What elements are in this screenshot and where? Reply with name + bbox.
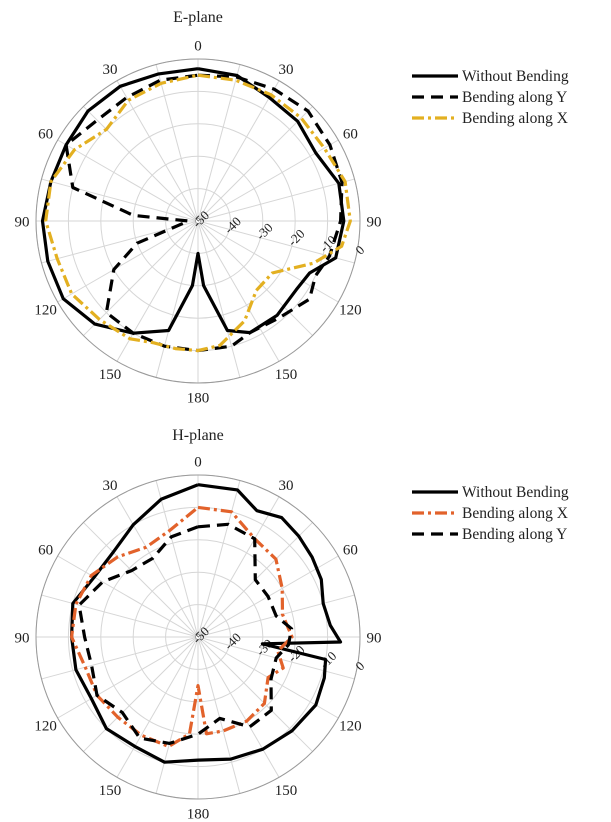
grid-spoke (197, 139, 339, 222)
angle-tick-label: 120 (339, 719, 362, 735)
series-group (70, 483, 343, 764)
angle-tick-label: 150 (275, 783, 298, 799)
grid-spoke (197, 106, 313, 222)
angle-tick-label: 0 (194, 39, 202, 55)
angle-tick-label: 180 (187, 807, 210, 822)
radial-tick-label: 0 (352, 242, 367, 257)
grid-spoke (57, 139, 199, 222)
angle-tick-label: 30 (279, 478, 294, 494)
angle-tick-label: 150 (99, 367, 122, 383)
grid-spoke (116, 496, 199, 638)
grid-spoke (57, 636, 199, 719)
legend-label: Bending along X (462, 110, 568, 127)
angle-tick-label: 60 (343, 543, 358, 559)
angle-tick-label: 180 (187, 391, 210, 407)
grid-spoke (41, 178, 199, 222)
grid-spoke (83, 220, 199, 336)
angle-tick-label: 120 (339, 303, 362, 319)
grid-spoke (197, 636, 280, 778)
legend-label: Bending along Y (462, 89, 567, 106)
grid-spoke (155, 480, 199, 638)
grid-spoke (57, 220, 199, 303)
grid-spoke (116, 80, 199, 222)
series-line-2 (44, 73, 352, 353)
angle-tick-label: 90 (367, 215, 382, 231)
radial-tick-label: -40 (221, 630, 244, 653)
center-point (195, 218, 201, 224)
legend: Without Bending Bending along X Bending al… (412, 484, 569, 543)
angle-tick-label: 90 (367, 631, 382, 647)
grid-spoke (197, 64, 241, 222)
angle-tick-label: 30 (103, 478, 118, 494)
series-line-0 (70, 483, 343, 764)
outer-ring (35, 474, 361, 800)
grid-spoke (197, 80, 280, 222)
series-line-2 (77, 522, 294, 745)
grid-spoke (197, 220, 280, 362)
radial-tick-label: -30 (253, 220, 276, 243)
angle-tick-label: 30 (103, 62, 118, 78)
angle-tick-label: 60 (343, 127, 358, 143)
grid-spoke (83, 106, 199, 222)
angle-tick-label: 120 (34, 303, 57, 319)
grid-spoke (197, 220, 339, 303)
series-line-0 (40, 67, 346, 335)
legend-label: Bending along Y (462, 526, 567, 543)
grid-spoke (116, 636, 199, 778)
legend: Without Bending Bending along Y Bending al… (412, 68, 569, 127)
grid-spoke (197, 480, 241, 638)
grid-spoke (41, 636, 199, 680)
grid-spoke (155, 636, 199, 794)
angle-tick-label: 0 (194, 455, 202, 471)
grid-spoke (197, 636, 313, 752)
grid-spoke (83, 636, 199, 752)
grid-spoke (41, 594, 199, 638)
angle-tick-label: 90 (15, 631, 30, 647)
legend-label: Bending along X (462, 505, 568, 522)
grid-spoke (155, 220, 199, 378)
angle-tick-label: 60 (38, 543, 53, 559)
grid-spoke (155, 64, 199, 222)
grid-spoke (197, 220, 241, 378)
angle-tick-label: 90 (15, 215, 30, 231)
grid-spoke (197, 178, 355, 222)
radial-tick-label: -40 (221, 214, 244, 237)
outer-ring (35, 58, 361, 384)
angle-tick-label: 60 (38, 127, 53, 143)
grid-spoke (116, 220, 199, 362)
grid-spoke (197, 220, 313, 336)
grid-spoke (197, 636, 241, 794)
grid-spoke (197, 496, 280, 638)
grid-spoke (57, 555, 199, 638)
angle-tick-label: 120 (34, 719, 57, 735)
angle-tick-label: 150 (99, 783, 122, 799)
radial-tick-label: 0 (352, 658, 367, 673)
chart-title: H-plane (172, 427, 224, 444)
series-group (40, 67, 352, 353)
legend-label: Without Bending (462, 68, 569, 85)
angle-tick-label: 30 (279, 62, 294, 78)
angle-tick-label: 150 (275, 367, 298, 383)
series-line-1 (70, 505, 294, 749)
center-point (195, 634, 201, 640)
chart-title: E-plane (173, 9, 223, 26)
grid-spoke (83, 522, 199, 638)
legend-label: Without Bending (462, 484, 569, 501)
